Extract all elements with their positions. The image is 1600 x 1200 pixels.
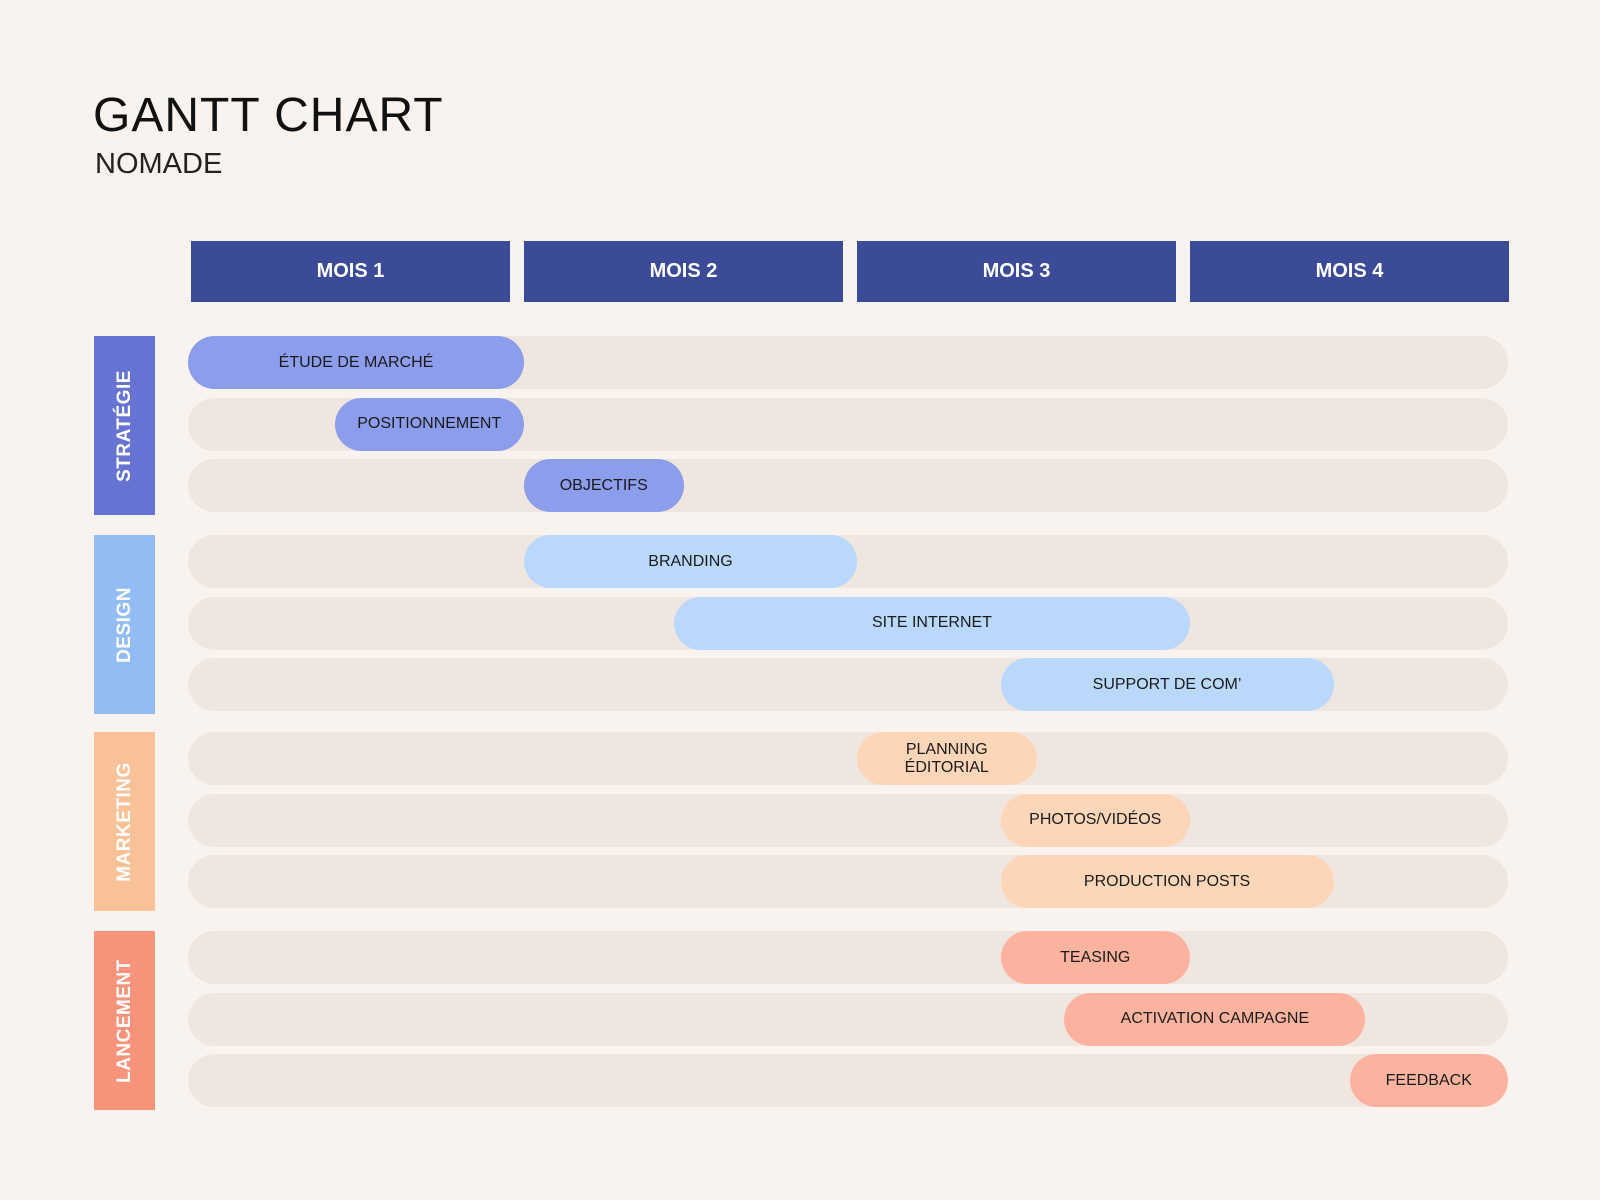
group-label-lancement: LANCEMENT <box>94 931 155 1110</box>
task-track <box>188 931 1508 984</box>
task-bar[interactable]: PLANNING ÉDITORIAL <box>857 732 1037 785</box>
task-track <box>188 1054 1508 1107</box>
task-track <box>188 732 1508 785</box>
task-bar[interactable]: PHOTOS/VIDÉOS <box>1000 793 1190 847</box>
group-label-text: STRATÉGIE <box>113 369 135 482</box>
task-bar[interactable]: SITE INTERNET <box>673 596 1190 650</box>
page-subtitle: NOMADE <box>95 148 223 180</box>
month-header-3: MOIS 3 <box>857 241 1176 302</box>
group-label-stratégie: STRATÉGIE <box>94 336 155 515</box>
group-label-text: DESIGN <box>113 586 135 663</box>
page-title: GANTT CHART <box>93 89 444 142</box>
group-label-design: DESIGN <box>94 535 155 714</box>
task-track <box>188 793 1508 847</box>
task-bar[interactable]: OBJECTIFS <box>524 459 684 512</box>
group-label-text: LANCEMENT <box>113 958 135 1083</box>
month-header-4: MOIS 4 <box>1190 241 1509 302</box>
task-bar[interactable]: SUPPORT DE COM’ <box>1000 658 1334 711</box>
task-bar[interactable]: FEEDBACK <box>1349 1054 1508 1107</box>
month-header-2: MOIS 2 <box>524 241 843 302</box>
task-bar[interactable]: POSITIONNEMENT <box>334 397 524 451</box>
task-bar[interactable]: ÉTUDE DE MARCHÉ <box>188 336 524 389</box>
group-label-marketing: MARKETING <box>94 732 155 911</box>
task-bar[interactable]: ACTIVATION CAMPAGNE <box>1064 992 1366 1046</box>
group-label-text: MARKETING <box>113 761 135 882</box>
task-bar[interactable]: PRODUCTION POSTS <box>1000 855 1334 908</box>
month-header-1: MOIS 1 <box>191 241 510 302</box>
task-bar[interactable]: BRANDING <box>524 535 857 588</box>
task-bar[interactable]: TEASING <box>1000 931 1190 984</box>
task-track <box>188 459 1508 512</box>
